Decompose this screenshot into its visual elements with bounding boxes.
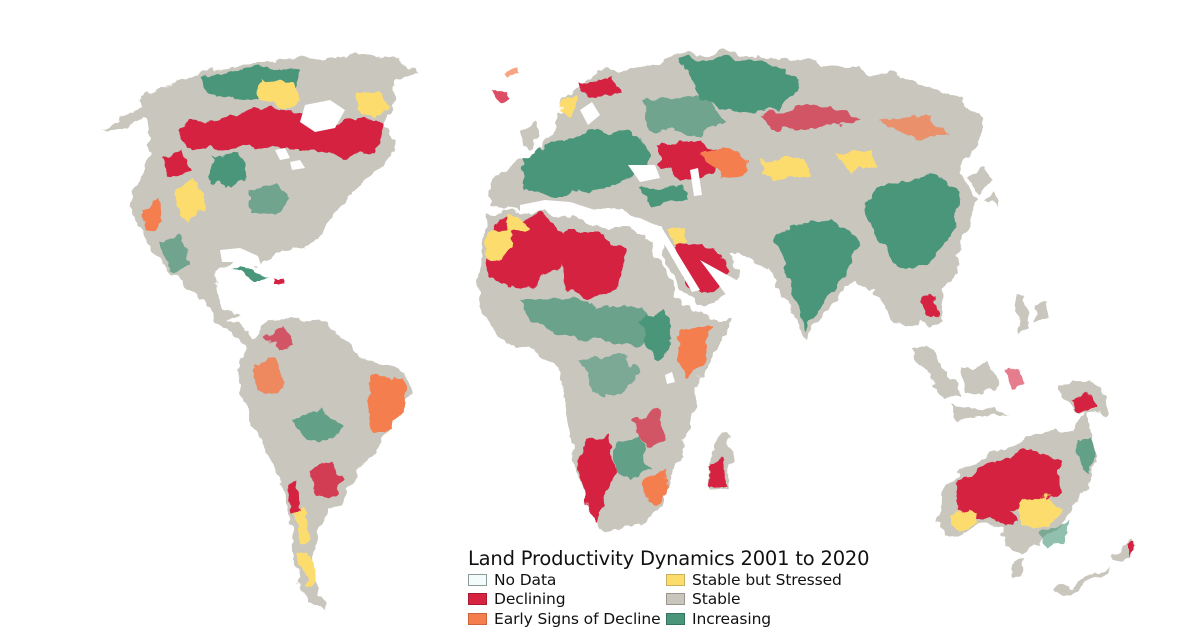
swatch-stable <box>666 593 685 606</box>
eurasia <box>488 52 998 338</box>
legend-title: Land Productivity Dynamics 2001 to 2020 <box>468 547 870 570</box>
legend-item-stable-but-stressed: Stable but Stressed <box>666 570 866 590</box>
legend-label: Stable but Stressed <box>692 570 842 589</box>
legend-label: No Data <box>494 570 557 589</box>
africa <box>478 212 730 530</box>
maritime-se-asia <box>910 292 1110 418</box>
legend-item-no-data: No Data <box>468 570 666 590</box>
legend-item-early-signs-of-decline: Early Signs of Decline <box>468 609 666 629</box>
australia <box>938 410 1095 578</box>
uk-iceland <box>490 68 540 150</box>
madagascar <box>708 432 732 495</box>
swatch-no-data <box>468 573 487 586</box>
map-legend: Land Productivity Dynamics 2001 to 2020 … <box>468 547 870 629</box>
swatch-declining <box>468 593 487 606</box>
legend-item-declining: Declining <box>468 590 666 610</box>
swatch-stable-but-stressed <box>666 573 685 586</box>
legend-grid: No Data Stable but Stressed Declining St… <box>468 570 868 629</box>
south-america <box>238 318 410 610</box>
legend-label: Stable <box>692 590 741 609</box>
legend-label: Declining <box>494 590 566 609</box>
new-zealand <box>1055 538 1135 596</box>
legend-label: Increasing <box>692 609 772 628</box>
swatch-increasing <box>666 612 685 625</box>
legend-label: Early Signs of Decline <box>494 609 661 628</box>
legend-item-stable: Stable <box>666 590 866 610</box>
legend-item-increasing: Increasing <box>666 609 866 629</box>
swatch-early-signs-of-decline <box>468 612 487 625</box>
